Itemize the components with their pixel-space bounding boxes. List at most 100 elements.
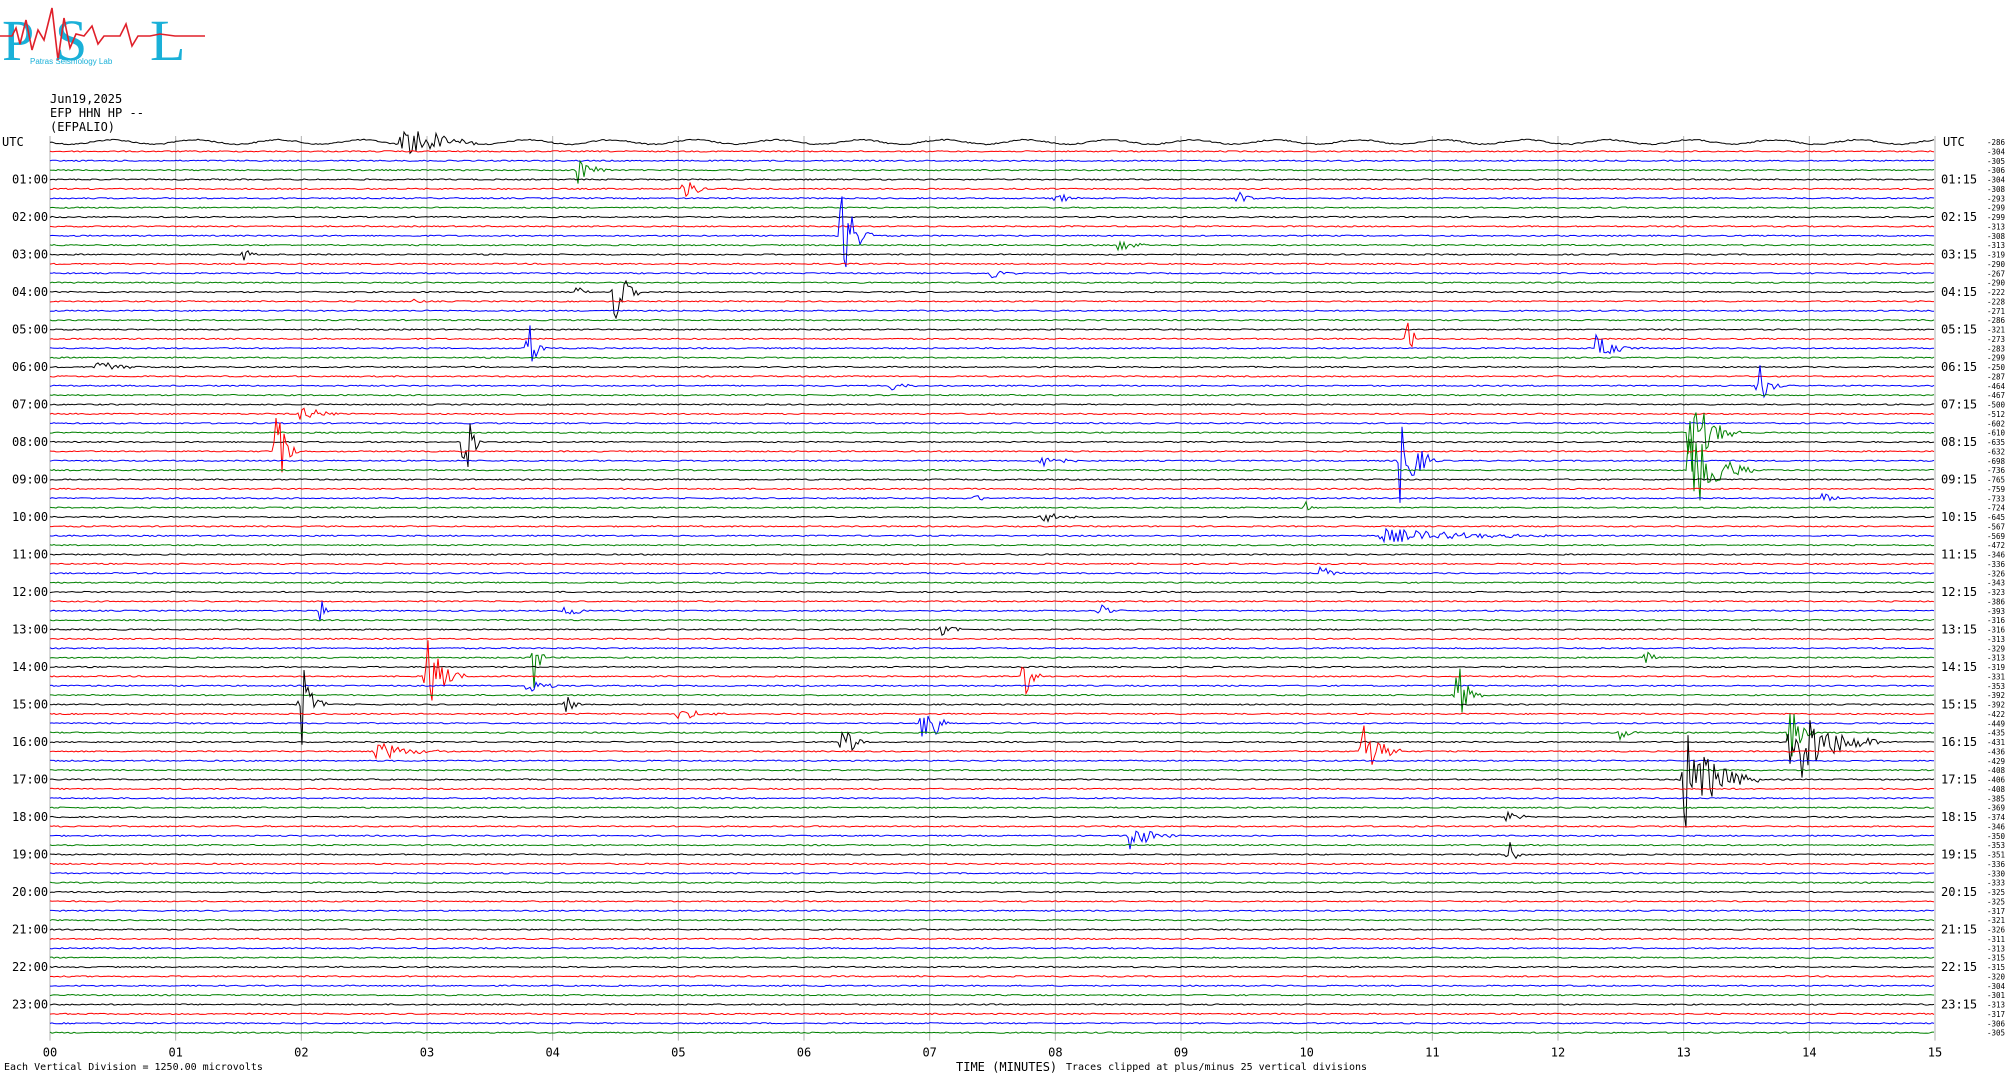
trace-row-94 — [49, 1022, 1935, 1025]
row-offset-label: -429 — [1987, 757, 2005, 766]
row-offset-label: -602 — [1987, 419, 2005, 428]
row-offset-label: -736 — [1987, 466, 2006, 475]
trace-row-67 — [49, 768, 1935, 772]
trace-row-0 — [49, 130, 1935, 155]
row-offset-label: -319 — [1987, 663, 2005, 672]
right-time-label: 21:15 — [1941, 923, 1977, 937]
row-offset-label: -569 — [1987, 532, 2005, 541]
left-time-label: 17:00 — [12, 773, 48, 787]
row-offset-label: -306 — [1987, 1019, 2006, 1028]
trace-lines — [49, 130, 1935, 1034]
left-time-label: 03:00 — [12, 248, 48, 262]
right-time-label: 12:15 — [1941, 585, 1977, 599]
logo-letter-l: L — [150, 8, 185, 70]
trace-row-41 — [50, 525, 1935, 528]
trace-row-3 — [49, 159, 1935, 184]
trace-row-93 — [49, 1012, 1935, 1016]
row-offset-label: -336 — [1987, 860, 2006, 869]
trace-row-23 — [49, 356, 1935, 359]
x-tick-label: 00 — [43, 1046, 57, 1060]
row-offset-label: -290 — [1987, 279, 2006, 288]
row-offset-label: -304 — [1987, 176, 2006, 185]
row-offset-label: -283 — [1987, 344, 2005, 353]
trace-row-27 — [49, 393, 1935, 397]
x-tick-label: 09 — [1174, 1046, 1188, 1060]
trace-row-48 — [49, 590, 1935, 594]
row-offset-label: -267 — [1987, 269, 2005, 278]
row-offset-label: -333 — [1987, 879, 2005, 888]
row-offset-label: -329 — [1987, 644, 2005, 653]
trace-row-74 — [50, 830, 1935, 850]
trace-row-15 — [49, 281, 1935, 284]
row-offset-label: -299 — [1987, 213, 2005, 222]
row-offset-label: -317 — [1987, 1010, 2005, 1019]
row-offset-label: -351 — [1987, 851, 2005, 860]
right-time-label: 07:15 — [1941, 398, 1977, 412]
left-time-label: 20:00 — [12, 885, 48, 899]
trace-row-84 — [49, 928, 1935, 931]
row-offset-label: -386 — [1987, 597, 2006, 606]
right-utc-label: UTC — [1943, 135, 1965, 149]
trace-row-87 — [49, 956, 1935, 959]
left-time-label: 21:00 — [12, 923, 48, 937]
right-time-label: 13:15 — [1941, 623, 1977, 637]
trace-row-36 — [49, 478, 1935, 481]
right-time-label: 06:15 — [1941, 360, 1977, 374]
trace-row-60 — [49, 670, 1935, 745]
trace-row-37 — [49, 487, 1935, 491]
right-time-label: 08:15 — [1941, 435, 1977, 449]
trace-row-88 — [49, 965, 1935, 969]
row-offset-label: -287 — [1987, 372, 2005, 381]
right-time-label: 14:15 — [1941, 660, 1977, 674]
scale-note: Each Vertical Division = 1250.00 microvo… — [4, 1062, 263, 1073]
trace-row-47 — [50, 581, 1935, 584]
trace-row-42 — [49, 527, 1935, 544]
trace-row-43 — [49, 543, 1935, 547]
trace-row-31 — [50, 412, 1935, 472]
trace-row-53 — [49, 637, 1935, 641]
x-tick-label: 11 — [1425, 1046, 1439, 1060]
row-offset-label: -406 — [1987, 776, 2006, 785]
row-offset-label: -343 — [1987, 579, 2005, 588]
right-time-label: 20:15 — [1941, 885, 1977, 899]
trace-row-24 — [49, 361, 1935, 370]
row-offset-label: -733 — [1987, 494, 2005, 503]
row-offset-label: -306 — [1987, 166, 2006, 175]
row-offset-label: -392 — [1987, 701, 2005, 710]
row-offset-label: -385 — [1987, 794, 2005, 803]
logo-tagline: Patras Seismology Lab — [30, 57, 113, 66]
x-tick-label: 07 — [922, 1046, 936, 1060]
row-offset-label: -645 — [1987, 513, 2005, 522]
row-offset-label: -286 — [1987, 316, 2006, 325]
left-time-label: 01:00 — [12, 173, 48, 187]
trace-row-92 — [49, 1003, 1935, 1006]
trace-row-33 — [49, 417, 1935, 473]
logo-seismogram-icon — [0, 7, 205, 61]
trace-row-82 — [50, 909, 1935, 912]
left-time-label: 11:00 — [12, 548, 48, 562]
trace-row-35 — [49, 421, 1935, 501]
trace-row-11 — [49, 240, 1934, 252]
row-offset-label: -353 — [1987, 841, 2005, 850]
trace-row-70 — [49, 797, 1935, 800]
row-offset-label: -299 — [1987, 204, 2005, 213]
row-offset-label: -374 — [1987, 813, 2006, 822]
row-offset-label: -632 — [1987, 447, 2005, 456]
trace-row-89 — [49, 975, 1935, 978]
trace-row-45 — [49, 562, 1935, 566]
trace-row-73 — [49, 825, 1935, 828]
row-offset-label: -290 — [1987, 260, 2006, 269]
left-time-label: 08:00 — [12, 435, 48, 449]
trace-row-5 — [49, 182, 1934, 198]
row-offset-label: -325 — [1987, 897, 2005, 906]
left-time-label: 12:00 — [12, 585, 48, 599]
row-offset-label: -464 — [1987, 382, 2006, 391]
row-offset-label: -436 — [1987, 747, 2006, 756]
row-offset-label: -635 — [1987, 438, 2005, 447]
right-time-label: 18:15 — [1941, 810, 1977, 824]
row-offset-label: -331 — [1987, 672, 2005, 681]
trace-row-32 — [49, 423, 1935, 468]
trace-row-75 — [49, 843, 1935, 847]
trace-row-54 — [49, 647, 1934, 650]
